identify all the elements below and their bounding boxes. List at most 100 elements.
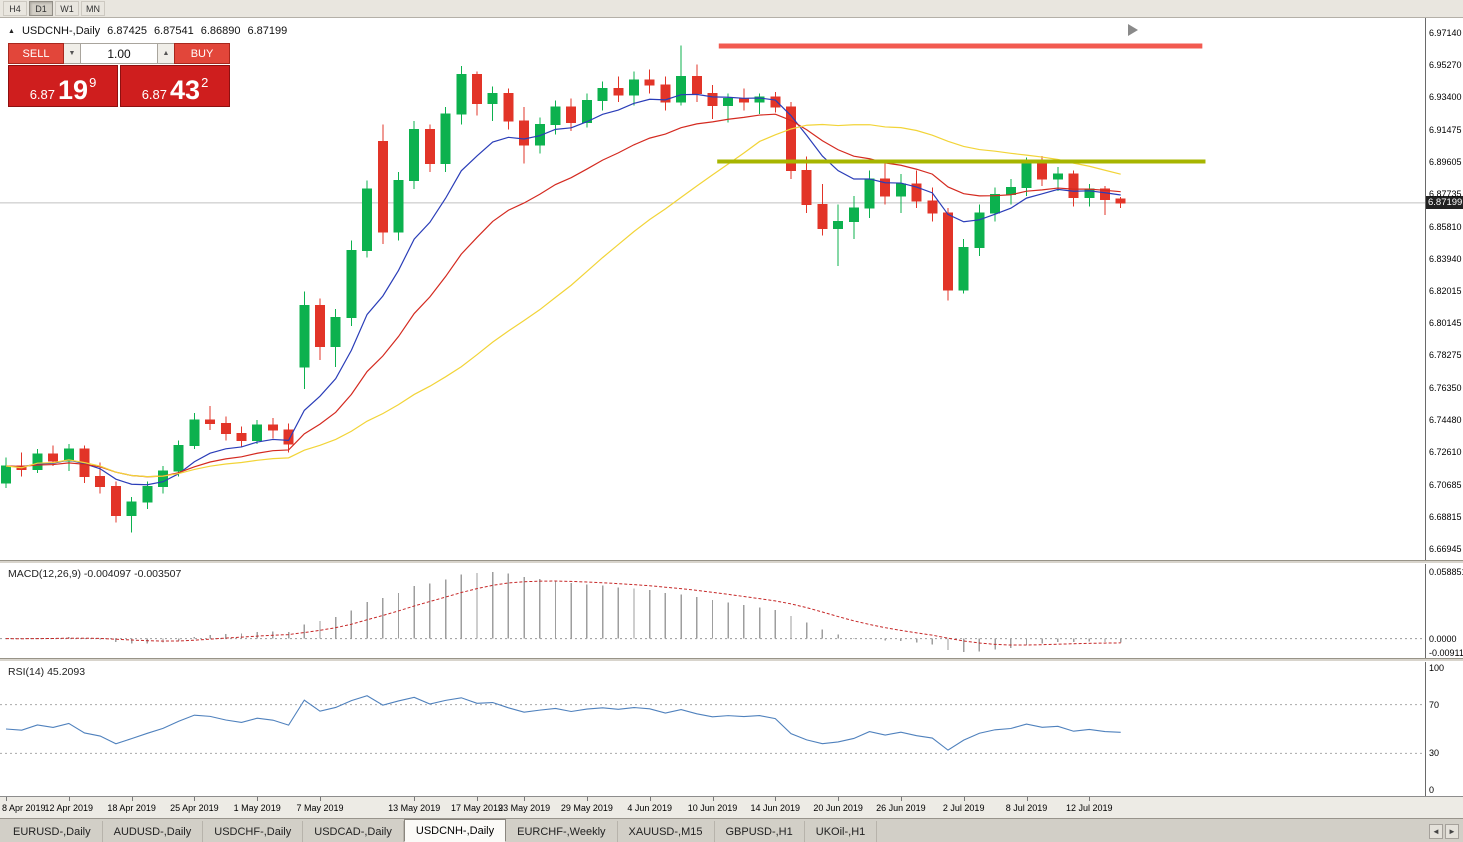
timeframe-button-mn[interactable]: MN [81, 1, 105, 16]
candle-body [990, 193, 1001, 214]
timeframe-button-d1[interactable]: D1 [29, 1, 53, 16]
panel-divider[interactable] [0, 560, 1463, 564]
collapse-panel-icon[interactable]: ▲ [8, 27, 15, 35]
chart-shift-marker-icon[interactable] [1128, 24, 1138, 36]
time-axis-label: 23 May 2019 [498, 803, 551, 813]
time-axis-tick [524, 797, 526, 801]
time-axis-tick [1026, 797, 1028, 801]
volume-decrease-icon[interactable]: ▼ [64, 43, 80, 64]
buy-button[interactable]: BUY [174, 43, 230, 64]
ma-medium-line [5, 113, 1121, 478]
timeframe-button-w1[interactable]: W1 [55, 1, 79, 16]
candle-body [566, 106, 577, 124]
candle-body [691, 75, 702, 94]
candle-body [644, 79, 655, 86]
sell-button[interactable]: SELL [8, 43, 64, 64]
candle-body [801, 169, 812, 206]
time-axis-tick [194, 797, 196, 801]
volume-input[interactable] [80, 43, 158, 64]
candle-body [1021, 162, 1032, 188]
time-axis-label: 4 Jun 2019 [627, 803, 672, 813]
candle-body [330, 316, 341, 347]
chart-tab-ukoil-h1[interactable]: UKOil-,H1 [805, 821, 878, 842]
price-axis-label: 6.85810 [1429, 221, 1462, 232]
candle-body [943, 212, 953, 291]
time-axis-tick [775, 797, 777, 801]
candle-body [110, 486, 121, 517]
candle-body [362, 188, 373, 252]
candle-body [1068, 173, 1079, 199]
macd-canvas[interactable] [0, 564, 1425, 658]
price-axis-label: 6.89605 [1429, 156, 1462, 167]
chart-tab-eurusd-daily[interactable]: EURUSD-,Daily [2, 821, 103, 842]
candle-body [895, 183, 906, 197]
rsi-panel[interactable]: RSI(14) 45.2093 [0, 662, 1425, 796]
candle-body [346, 250, 357, 318]
chart-tab-gbpusd-h1[interactable]: GBPUSD-,H1 [715, 821, 805, 842]
time-axis-tick [131, 797, 133, 801]
chart-tab-usdcnh-daily[interactable]: USDCNH-,Daily [403, 819, 507, 842]
candle-body [848, 207, 859, 223]
timeframe-button-h4[interactable]: H4 [3, 1, 27, 16]
candle-body [833, 221, 844, 229]
candle-body [864, 178, 875, 209]
low-value: 6.86890 [200, 25, 241, 37]
macd-signal-line [5, 580, 1121, 646]
time-axis-label: 14 Jun 2019 [750, 803, 801, 813]
macd-axis-label: 0.058851 [1429, 567, 1463, 577]
price-axis-label: 6.72610 [1429, 447, 1462, 458]
candle-body [550, 106, 561, 125]
tab-scroll-right-icon[interactable]: ► [1445, 824, 1459, 839]
chart-tab-bar: EURUSD-,Daily AUDUSD-,Daily USDCHF-,Daily U… [0, 818, 1463, 842]
candle-body [1115, 198, 1126, 204]
time-axis-tick [6, 797, 7, 801]
main-chart-panel[interactable]: ▲ USDCNH-,Daily 6.87425 6.87541 6.86890 … [0, 18, 1425, 560]
chart-tab-usdchf-daily[interactable]: USDCHF-,Daily [203, 821, 304, 842]
price-axis-label: 6.91475 [1429, 124, 1462, 135]
chart-tab-eurchf-weekly[interactable]: EURCHF-,Weekly [506, 821, 618, 842]
chart-tab-usdcad-daily[interactable]: USDCAD-,Daily [303, 821, 404, 842]
time-axis-tick [68, 797, 70, 801]
macd-panel[interactable]: MACD(12,26,9) -0.004097 -0.003507 [0, 564, 1425, 658]
buy-price-box[interactable]: 6.87 43 2 [120, 65, 230, 107]
main-chart-canvas[interactable] [0, 18, 1425, 560]
candle-body [424, 128, 435, 165]
candle-body [927, 200, 938, 214]
candle-body [142, 486, 153, 503]
macd-histogram [21, 572, 1122, 652]
time-axis-label: 12 Jul 2019 [1066, 803, 1113, 813]
price-axis-label: 6.82015 [1429, 286, 1462, 297]
price-axis-label: 6.83940 [1429, 253, 1462, 264]
tab-scroll-left-icon[interactable]: ◄ [1429, 824, 1443, 839]
macd-axis-label: 0.0000 [1429, 633, 1457, 644]
candle-body [440, 113, 451, 165]
price-axis[interactable]: 6.87199 6.97140 6.95270 6.93400 6.91475 6.89… [1425, 18, 1463, 796]
candle-body [1052, 173, 1063, 180]
candle-body [1005, 186, 1016, 195]
time-axis-label: 26 Jun 2019 [876, 803, 926, 813]
rsi-canvas[interactable] [0, 662, 1425, 796]
panel-divider[interactable] [0, 658, 1463, 662]
candle-body [723, 98, 734, 106]
time-axis[interactable]: 8 Apr 2019 12 Apr 2019 18 Apr 2019 25 Apr 2… [0, 796, 1463, 818]
price-axis-label: 6.97140 [1429, 28, 1462, 38]
candle-body [786, 106, 796, 171]
rsi-axis-label: 70 [1429, 699, 1440, 710]
time-axis-label: 1 May 2019 [233, 803, 281, 813]
candle-body [770, 96, 781, 108]
candle-body [597, 87, 608, 101]
macd-label: MACD(12,26,9) -0.004097 -0.003507 [8, 568, 182, 580]
price-axis-label: 6.95270 [1429, 59, 1462, 70]
price-axis-label: 6.74480 [1429, 415, 1462, 426]
time-axis-tick [586, 797, 588, 801]
time-axis-label: 8 Apr 2019 [2, 803, 46, 813]
time-axis-tick [414, 797, 416, 801]
sell-price-box[interactable]: 6.87 19 9 [8, 65, 118, 107]
one-click-trade-panel: SELL ▼ ▲ BUY 6.87 19 9 6.87 43 2 [8, 43, 230, 107]
chart-tab-xauusd-m15[interactable]: XAUUSD-,M15 [618, 821, 715, 842]
candle-body [880, 178, 891, 197]
volume-increase-icon[interactable]: ▲ [158, 43, 174, 64]
candle-body [205, 419, 216, 424]
chart-tab-audusd-daily[interactable]: AUDUSD-,Daily [103, 821, 204, 842]
